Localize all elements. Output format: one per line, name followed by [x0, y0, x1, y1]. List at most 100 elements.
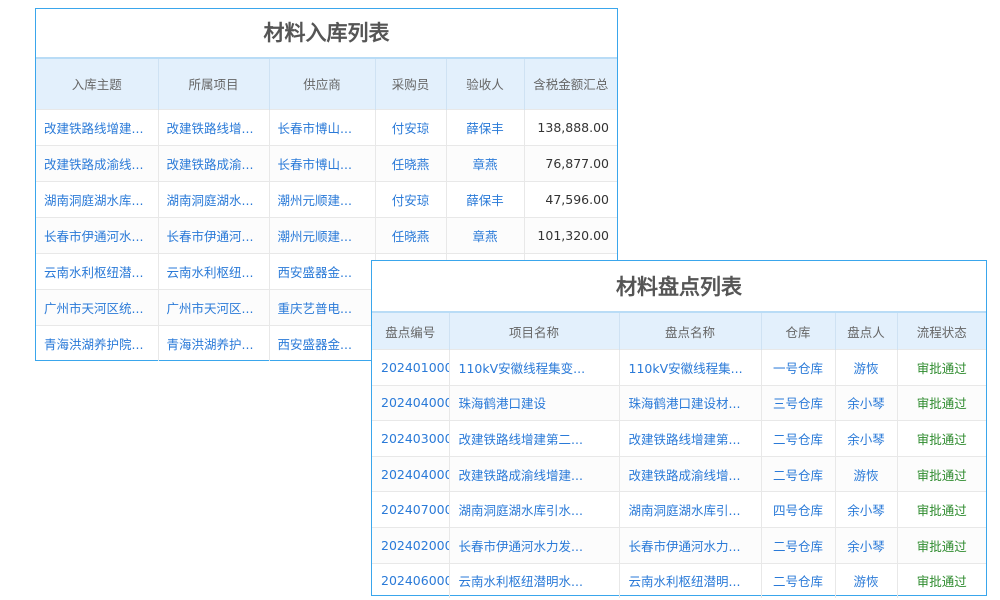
column-header[interactable]: 项目名称 — [449, 311, 620, 350]
table-cell[interactable]: 章燕 — [446, 145, 525, 182]
table-cell[interactable]: 湖南洞庭湖水库... — [36, 181, 159, 218]
table-cell[interactable]: 改建铁路成渝线... — [36, 145, 159, 182]
table-cell[interactable]: 任晓燕 — [375, 217, 447, 254]
table-cell: 138,888.00 — [524, 109, 617, 146]
table-cell: 审批通过 — [897, 526, 986, 564]
table-cell[interactable]: 潮州元顺建... — [269, 217, 376, 254]
table-cell[interactable]: 付安琼 — [375, 181, 447, 218]
table-cell[interactable]: 改建铁路成渝线增... — [619, 455, 762, 492]
table-cell[interactable]: 余小琴 — [835, 491, 898, 528]
column-header[interactable]: 验收人 — [446, 57, 525, 110]
table-row[interactable]: 2024020005长春市伊通河水力发...长春市伊通河水力...二号仓库余小琴… — [372, 526, 986, 564]
table-cell[interactable]: 西安盛器金... — [269, 325, 376, 361]
table-cell[interactable]: 一号仓库 — [761, 349, 836, 386]
table-cell[interactable]: 珠海鹤港口建设 — [449, 384, 620, 421]
table-cell[interactable]: 2024040003 — [372, 384, 450, 421]
table-row[interactable]: 湖南洞庭湖水库... 湖南洞庭湖水... 潮州元顺建... 付安琼 薛保丰 47,596.… — [36, 181, 617, 218]
table-cell[interactable]: 改建铁路线增建... — [36, 109, 159, 146]
stocktake-list-title: 材料盘点列表 — [616, 275, 742, 299]
table-cell[interactable]: 云南水利枢纽潜明... — [619, 562, 762, 599]
table-cell[interactable]: 湖南洞庭湖水库引水... — [449, 491, 620, 528]
table-cell[interactable]: 改建铁路线增... — [158, 109, 270, 146]
table-cell[interactable]: 西安盛器金... — [269, 253, 376, 290]
table-row[interactable]: 改建铁路线增建... 改建铁路线增... 长春市博山... 付安琼 薛保丰 138,888… — [36, 109, 617, 146]
table-row[interactable]: 长春市伊通河水... 长春市伊通河... 潮州元顺建... 任晓燕 章燕 101,320.… — [36, 217, 617, 254]
column-header[interactable]: 采购员 — [375, 57, 447, 110]
table-cell[interactable]: 云南水利枢纽... — [158, 253, 270, 290]
table-cell[interactable]: 任晓燕 — [375, 145, 447, 182]
table-cell: 101,320.00 — [524, 217, 617, 254]
column-header[interactable]: 盘点人 — [835, 311, 898, 350]
table-cell[interactable]: 重庆艺普电... — [269, 289, 376, 326]
table-cell[interactable]: 青海洪湖养护院... — [36, 325, 159, 361]
table-cell[interactable]: 湖南洞庭湖水库引... — [619, 491, 762, 528]
table-cell[interactable]: 三号仓库 — [761, 384, 836, 421]
table-cell[interactable]: 二号仓库 — [761, 526, 836, 564]
column-header[interactable]: 入库主题 — [36, 57, 159, 110]
table-cell[interactable]: 2024010008 — [372, 349, 450, 386]
table-cell[interactable]: 改建铁路成渝... — [158, 145, 270, 182]
stocktake-list-panel: 材料盘点列表 盘点编号项目名称盘点名称仓库盘点人流程状态202401000811… — [371, 260, 987, 599]
table-cell[interactable]: 游恢 — [835, 455, 898, 492]
table-cell: 审批通过 — [897, 384, 986, 421]
table-row[interactable]: 2024030004改建铁路线增建第二...改建铁路线增建第...二号仓库余小琴… — [372, 420, 986, 457]
table-cell[interactable]: 广州市天河区... — [158, 289, 270, 326]
table-row[interactable]: 2024040001改建铁路成渝线增建...改建铁路成渝线增...二号仓库游恢审… — [372, 455, 986, 492]
table-cell[interactable]: 薛保丰 — [446, 181, 525, 218]
table-cell[interactable]: 长春市伊通河水力... — [619, 526, 762, 564]
table-cell[interactable]: 改建铁路成渝线增建... — [449, 455, 620, 492]
column-header[interactable]: 含税金额汇总 — [524, 57, 617, 110]
table-cell[interactable]: 珠海鹤港口建设材... — [619, 384, 762, 421]
table-cell[interactable]: 2024030004 — [372, 420, 450, 457]
table-cell[interactable]: 余小琴 — [835, 384, 898, 421]
table-cell[interactable]: 青海洪湖养护... — [158, 325, 270, 361]
table-cell[interactable]: 二号仓库 — [761, 420, 836, 457]
table-cell: 审批通过 — [897, 349, 986, 386]
table-cell[interactable]: 改建铁路线增建第二... — [449, 420, 620, 457]
table-cell[interactable]: 广州市天河区统... — [36, 289, 159, 326]
column-header[interactable]: 供应商 — [269, 57, 376, 110]
table-cell: 47,596.00 — [524, 181, 617, 218]
table-cell[interactable]: 云南水利枢纽潜... — [36, 253, 159, 290]
table-row[interactable]: 改建铁路成渝线... 改建铁路成渝... 长春市博山... 任晓燕 章燕 76,877.0… — [36, 145, 617, 182]
column-header[interactable]: 流程状态 — [897, 311, 986, 350]
table-cell[interactable]: 2024060001 — [372, 562, 450, 599]
table-cell[interactable]: 长春市博山... — [269, 109, 376, 146]
table-cell[interactable]: 章燕 — [446, 217, 525, 254]
column-header[interactable]: 所属项目 — [158, 57, 270, 110]
table-row[interactable]: 2024060001云南水利枢纽潜明水...云南水利枢纽潜明...二号仓库游恢审… — [372, 562, 986, 599]
table-cell[interactable]: 余小琴 — [835, 420, 898, 457]
table-cell[interactable]: 湖南洞庭湖水... — [158, 181, 270, 218]
table-cell[interactable]: 长春市伊通河水... — [36, 217, 159, 254]
table-cell[interactable]: 长春市博山... — [269, 145, 376, 182]
table-cell[interactable]: 2024070001 — [372, 491, 450, 528]
table-row[interactable]: 2024070001湖南洞庭湖水库引水...湖南洞庭湖水库引...四号仓库余小琴… — [372, 491, 986, 528]
table-cell[interactable]: 110kV安徽线程集... — [619, 349, 762, 386]
table-cell[interactable]: 2024040001 — [372, 455, 450, 492]
table-cell[interactable]: 2024020005 — [372, 526, 450, 564]
table-cell: 审批通过 — [897, 562, 986, 599]
table-cell[interactable]: 游恢 — [835, 349, 898, 386]
column-header[interactable]: 盘点名称 — [619, 311, 762, 350]
table-cell[interactable]: 二号仓库 — [761, 562, 836, 599]
inbound-list-title: 材料入库列表 — [263, 21, 390, 45]
table-cell[interactable]: 余小琴 — [835, 526, 898, 564]
table-cell[interactable]: 潮州元顺建... — [269, 181, 376, 218]
table-cell[interactable]: 游恢 — [835, 562, 898, 599]
table-cell[interactable]: 付安琼 — [375, 109, 447, 146]
table-cell[interactable]: 二号仓库 — [761, 455, 836, 492]
table-cell[interactable]: 110kV安徽线程集变... — [449, 349, 620, 386]
table-row[interactable]: 2024010008110kV安徽线程集变...110kV安徽线程集...一号仓… — [372, 349, 986, 386]
table-cell[interactable]: 改建铁路线增建第... — [619, 420, 762, 457]
column-header[interactable]: 盘点编号 — [372, 311, 450, 350]
table-cell: 审批通过 — [897, 420, 986, 457]
stocktake-table: 盘点编号项目名称盘点名称仓库盘点人流程状态2024010008110kV安徽线程… — [372, 311, 986, 599]
table-cell[interactable]: 薛保丰 — [446, 109, 525, 146]
column-header[interactable]: 仓库 — [761, 311, 836, 350]
table-cell[interactable]: 长春市伊通河... — [158, 217, 270, 254]
table-cell[interactable]: 四号仓库 — [761, 491, 836, 528]
table-cell[interactable]: 云南水利枢纽潜明水... — [449, 562, 620, 599]
table-cell: 审批通过 — [897, 491, 986, 528]
table-cell[interactable]: 长春市伊通河水力发... — [449, 526, 620, 564]
